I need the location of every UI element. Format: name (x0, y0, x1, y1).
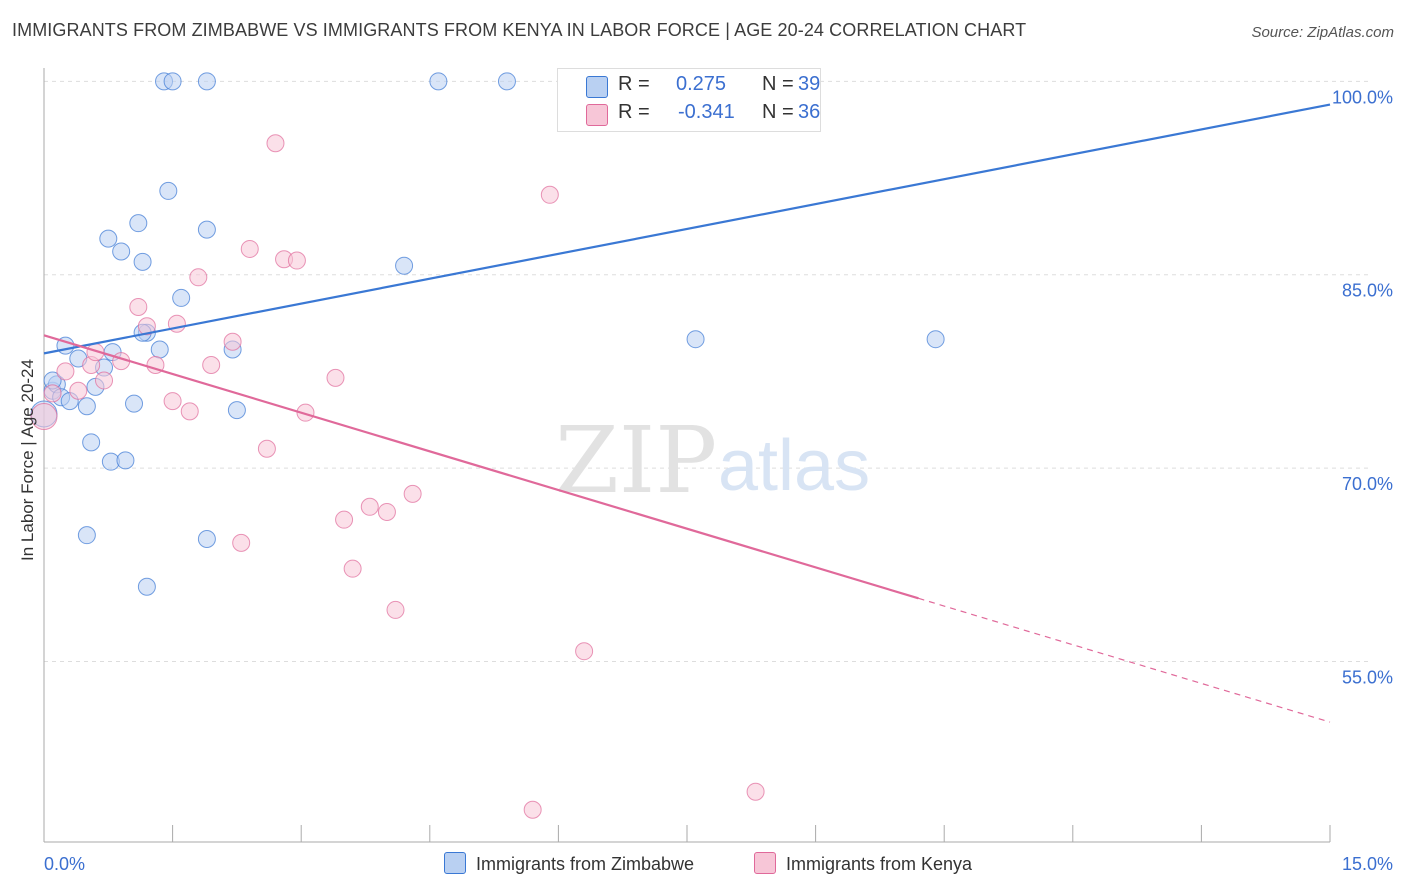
legend-n-label: N = (762, 73, 794, 95)
y-tick-label: 70.0% (1342, 474, 1393, 494)
zimbabwe-point (686, 330, 705, 349)
zimbabwe-point (150, 340, 169, 359)
x-tick-label: 0.0% (44, 854, 85, 874)
kenya-point (180, 402, 199, 421)
zimbabwe-trend-line (43, 103, 1331, 355)
legend-n-value: 39 (798, 73, 821, 95)
chart-title: IMMIGRANTS FROM ZIMBABWE VS IMMIGRANTS F… (12, 20, 1027, 40)
legend-n-value: 36 (798, 101, 821, 123)
kenya-point (223, 332, 242, 351)
legend-r-label: R = (618, 73, 650, 95)
legend-box: R = 0.275 N = 39 R = -0.341 N = 36 (557, 68, 821, 132)
kenya-point (56, 362, 75, 381)
zimbabwe-point (163, 72, 182, 91)
legend-r-value: 0.275 (676, 73, 727, 95)
y-axis-label: In Labor Force | Age 20-24 (18, 359, 37, 561)
kenya-point (30, 403, 58, 431)
kenya-point (129, 297, 148, 316)
bottom-legend-swatch-zimbabwe (444, 852, 466, 874)
kenya-point (296, 403, 315, 422)
zimbabwe-point (82, 433, 101, 452)
kenya-point (523, 800, 542, 819)
kenya-point (163, 392, 182, 411)
legend-r-value: -0.341 (678, 101, 735, 123)
bottom-legend-swatch-kenya (754, 852, 776, 874)
kenya-point (202, 355, 221, 374)
watermark-atlas: atlas (718, 426, 870, 506)
zimbabwe-point (129, 214, 148, 233)
kenya-point (377, 502, 396, 521)
kenya-point (326, 368, 345, 387)
zimbabwe-point (395, 256, 414, 275)
watermark-zip: ZIP (555, 407, 717, 514)
legend-swatch-kenya (586, 104, 608, 126)
legend-n-label: N = (762, 101, 794, 123)
kenya-point (43, 384, 62, 403)
kenya-point (189, 268, 208, 287)
x-tick-label: 15.0% (1342, 854, 1393, 874)
zimbabwe-point (133, 252, 152, 271)
kenya-point (257, 439, 276, 458)
zimbabwe-point (77, 526, 96, 545)
zimbabwe-point (125, 394, 144, 413)
zimbabwe-point (116, 451, 135, 470)
kenya-point (232, 533, 251, 552)
kenya-point (266, 134, 285, 153)
source-label: Source: ZipAtlas.com (1251, 24, 1394, 41)
kenya-trend-line (43, 334, 919, 600)
kenya-point (575, 642, 594, 661)
kenya-point (335, 510, 354, 529)
bottom-legend-zimbabwe: Immigrants from Zimbabwe (444, 852, 694, 875)
y-tick-label: 85.0% (1342, 281, 1393, 301)
kenya-point (343, 559, 362, 578)
kenya-point (540, 185, 559, 204)
zimbabwe-point (197, 530, 216, 549)
y-tick-label: 55.0% (1342, 668, 1393, 688)
zimbabwe-point (77, 397, 96, 416)
zimbabwe-point (497, 72, 516, 91)
kenya-point (403, 484, 422, 503)
kenya-point (386, 600, 405, 619)
zimbabwe-point (429, 72, 448, 91)
kenya-point (137, 317, 156, 336)
zimbabwe-point (197, 220, 216, 239)
zimbabwe-point (197, 72, 216, 91)
kenya-point (240, 239, 259, 258)
bottom-legend-label-zimbabwe: Immigrants from Zimbabwe (476, 854, 695, 874)
zimbabwe-point (926, 330, 945, 349)
zimbabwe-point (159, 181, 178, 200)
kenya-point (287, 251, 306, 270)
bottom-legend-kenya: Immigrants from Kenya (754, 852, 972, 875)
zimbabwe-point (227, 401, 246, 420)
zimbabwe-point (112, 242, 131, 261)
kenya-point (746, 782, 765, 801)
kenya-point (69, 381, 88, 400)
kenya-point (360, 497, 379, 516)
legend-r-label: R = (618, 101, 650, 123)
zimbabwe-point (172, 288, 191, 307)
bottom-legend-label-kenya: Immigrants from Kenya (786, 854, 973, 874)
zimbabwe-point (137, 577, 156, 596)
kenya-point (95, 371, 114, 390)
y-tick-label: 100.0% (1332, 87, 1393, 107)
legend-swatch-zimbabwe (586, 76, 608, 98)
kenya-trend-extension (918, 597, 1331, 723)
zimbabwe-point (99, 229, 118, 248)
